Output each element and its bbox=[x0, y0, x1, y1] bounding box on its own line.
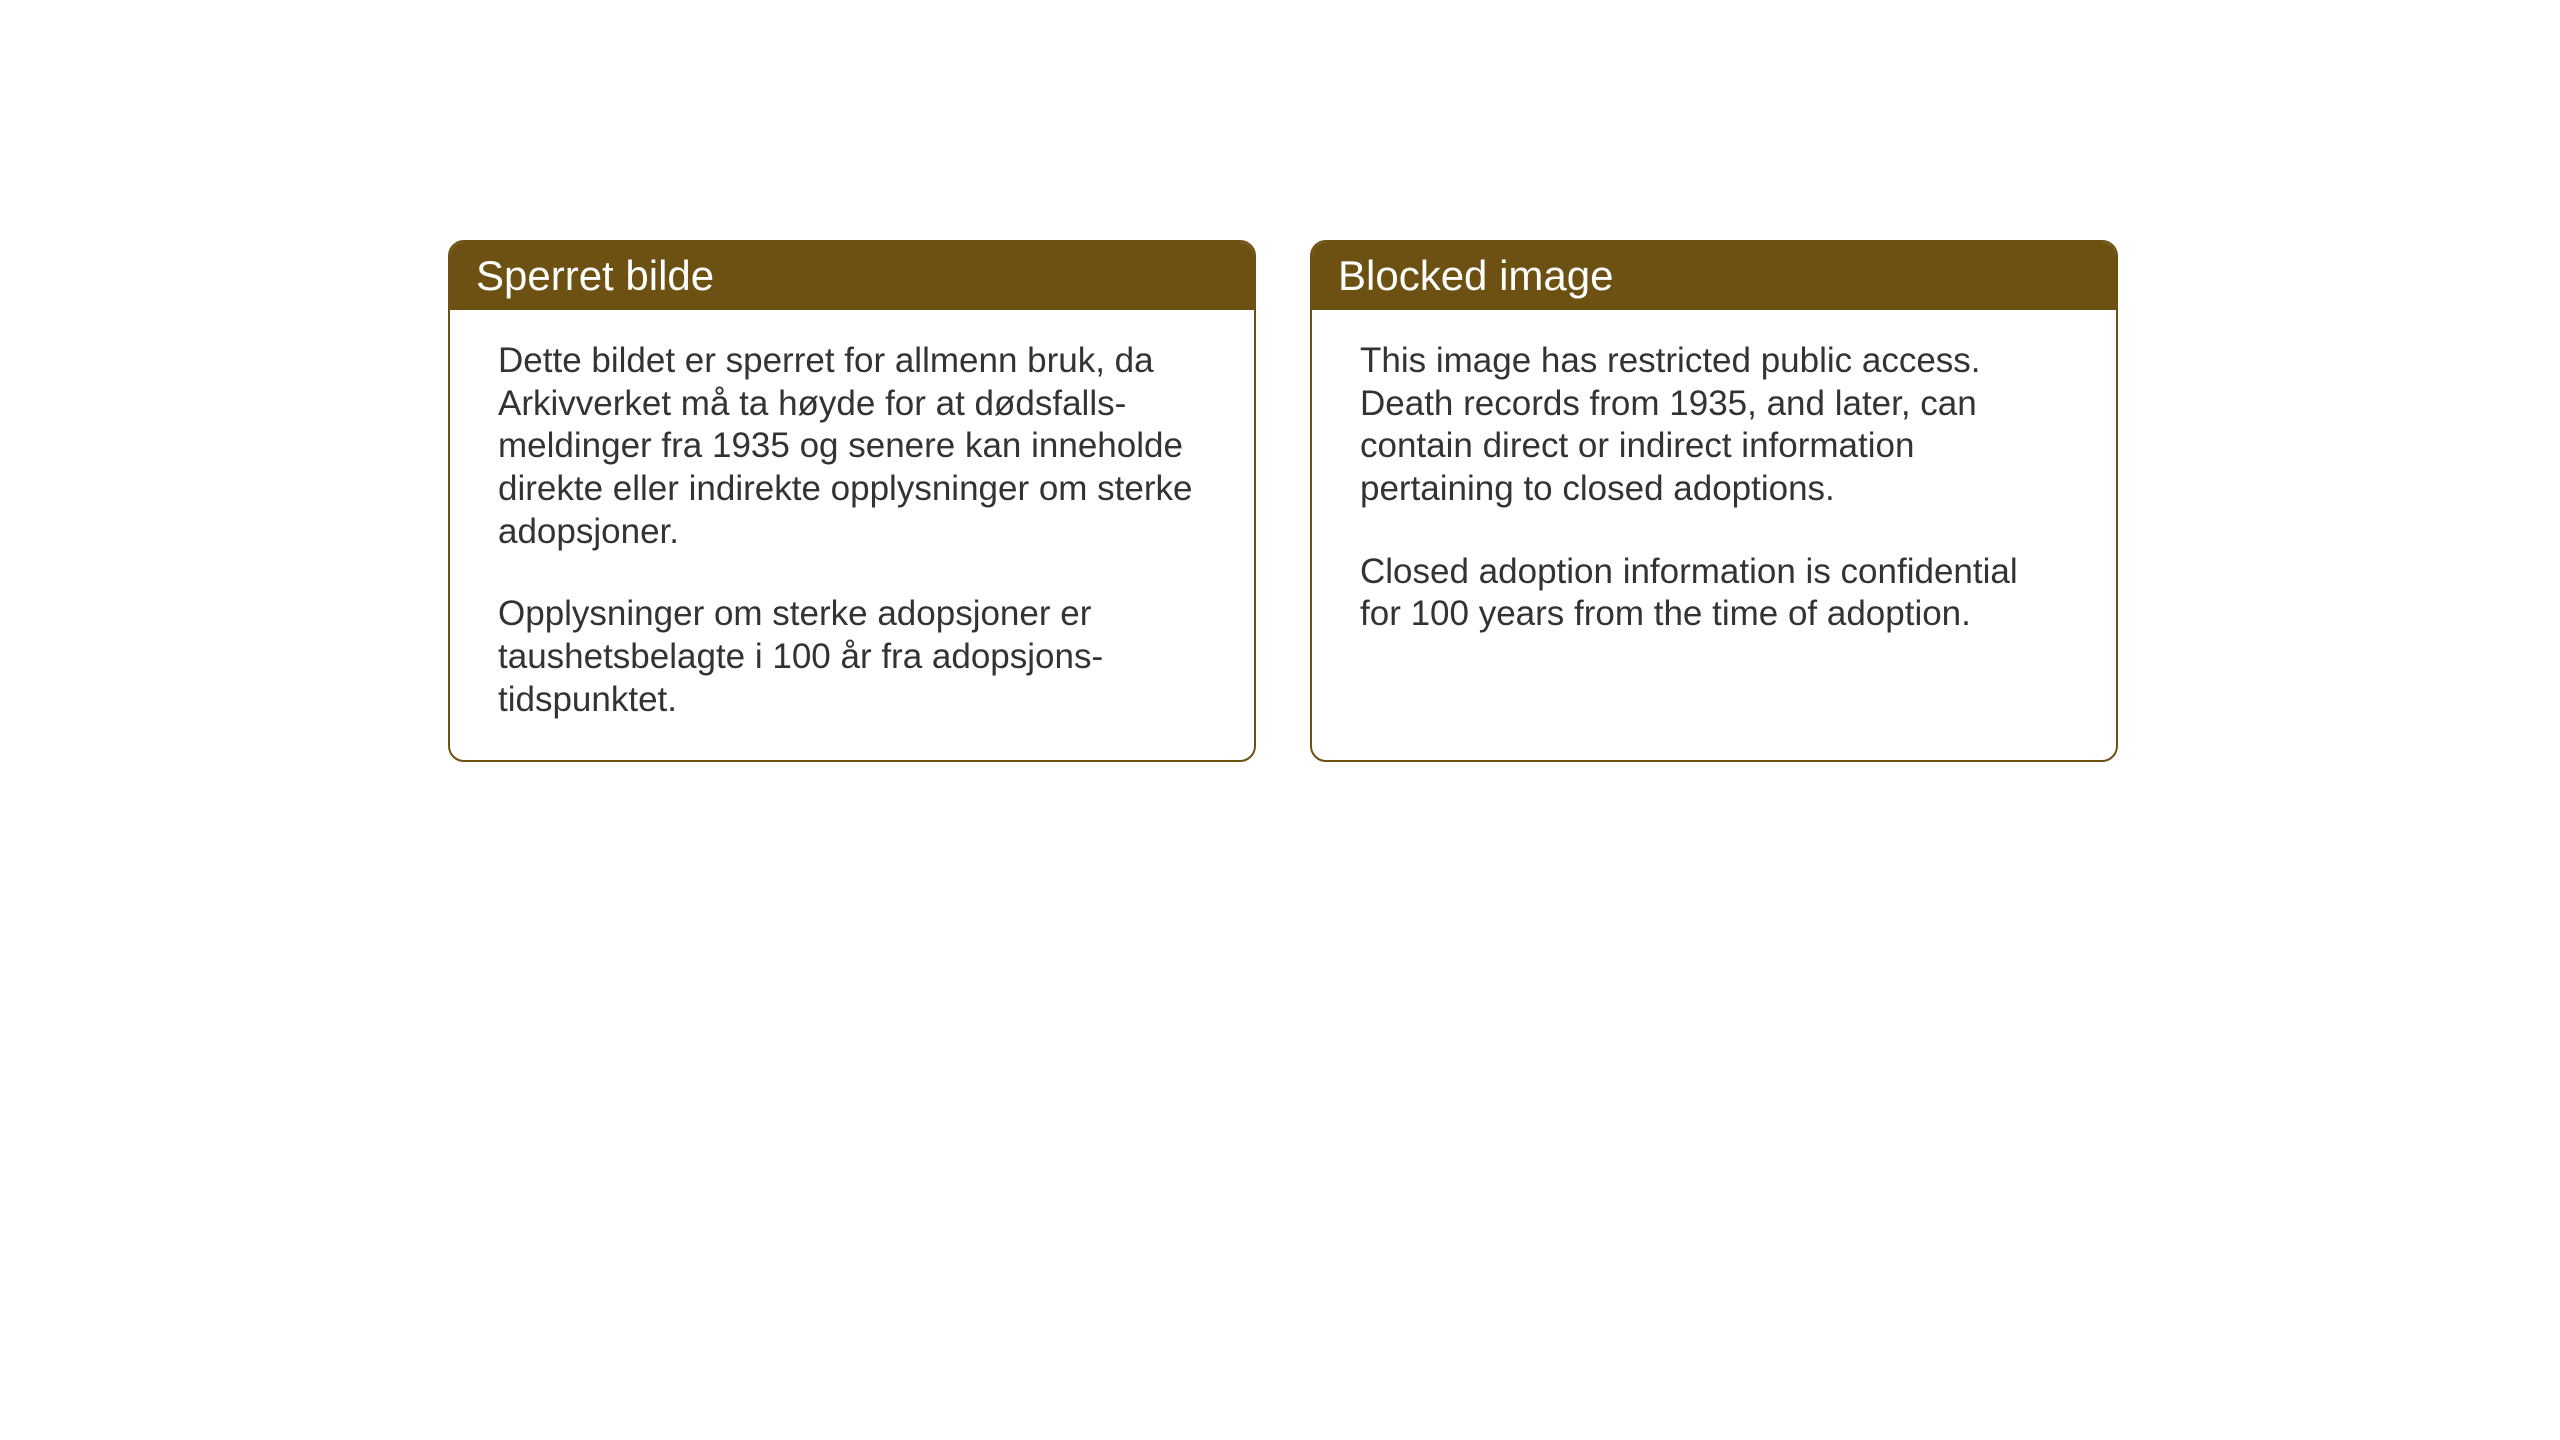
norwegian-panel: Sperret bilde Dette bildet er sperret fo… bbox=[448, 240, 1256, 762]
panels-container: Sperret bilde Dette bildet er sperret fo… bbox=[448, 240, 2118, 762]
norwegian-body-text: Dette bildet er sperret for allmenn bruk… bbox=[498, 340, 1206, 722]
norwegian-paragraph-2: Opplysninger om sterke adopsjoner er tau… bbox=[498, 593, 1206, 721]
english-panel-header: Blocked image bbox=[1312, 242, 2116, 310]
norwegian-panel-header: Sperret bilde bbox=[450, 242, 1254, 310]
norwegian-paragraph-1: Dette bildet er sperret for allmenn bruk… bbox=[498, 340, 1206, 553]
english-paragraph-1: This image has restricted public access.… bbox=[1360, 340, 2068, 511]
english-panel-title: Blocked image bbox=[1338, 252, 1613, 299]
english-paragraph-2: Closed adoption information is confident… bbox=[1360, 551, 2068, 636]
norwegian-panel-title: Sperret bilde bbox=[476, 252, 714, 299]
english-body-text: This image has restricted public access.… bbox=[1360, 340, 2068, 636]
english-panel: Blocked image This image has restricted … bbox=[1310, 240, 2118, 762]
norwegian-panel-body: Dette bildet er sperret for allmenn bruk… bbox=[450, 310, 1254, 760]
english-panel-body: This image has restricted public access.… bbox=[1312, 310, 2116, 710]
